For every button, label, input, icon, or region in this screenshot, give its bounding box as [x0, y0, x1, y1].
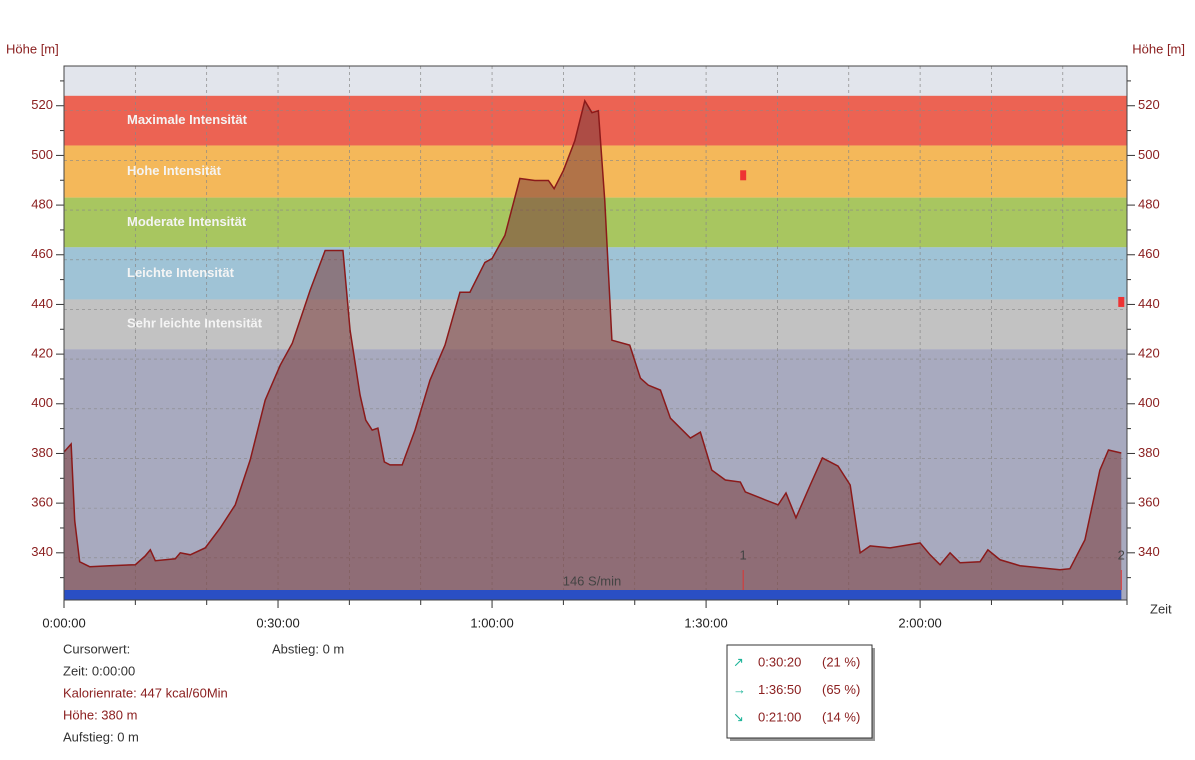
x-tick-label: 1:30:00: [684, 615, 727, 630]
x-tick-label: 0:30:00: [256, 615, 299, 630]
stat-percent: (21 %): [822, 654, 860, 669]
info-ascent: Aufstieg: 0 m: [63, 729, 139, 744]
stat-icon: ↘: [733, 709, 744, 724]
y-tick-label: 340: [31, 544, 53, 559]
y2-tick-label: 520: [1138, 97, 1160, 112]
area-fill: [64, 100, 1122, 600]
stat-time: 1:36:50: [758, 682, 801, 697]
y-tick-label: 440: [31, 296, 53, 311]
y2-tick-label: 460: [1138, 246, 1160, 261]
y-tick-label: 420: [31, 346, 53, 361]
y-tick-label: 360: [31, 495, 53, 510]
stat-percent: (14 %): [822, 709, 860, 724]
y2-tick-label: 340: [1138, 544, 1160, 559]
area-line: [63, 98, 1122, 571]
x-tick-label: 0:00:00: [42, 615, 85, 630]
lap-point: [740, 170, 747, 181]
y2-tick-label: 480: [1138, 197, 1160, 212]
y-tick-label: 480: [31, 197, 53, 212]
y2-axis-label: Höhe [m]: [1132, 41, 1185, 56]
zone-label: Moderate Intensität: [127, 214, 247, 229]
cadence-bar: [64, 590, 1122, 600]
x-tick-label: 2:00:00: [898, 615, 941, 630]
y-tick-label: 520: [31, 97, 53, 112]
lap-label: 1: [740, 547, 747, 562]
info-title: Cursorwert:: [63, 641, 130, 656]
info-calories: Kalorienrate: 447 kcal/60Min: [63, 685, 228, 700]
stat-icon: →: [733, 682, 746, 697]
y2-tick-label: 420: [1138, 346, 1160, 361]
stats-box: [726, 644, 873, 739]
y-tick-label: 500: [31, 147, 53, 162]
cadence-label: 146 S/min: [563, 573, 622, 588]
zone-label: Hohe Intensität: [127, 163, 222, 178]
y-axis-label: Höhe [m]: [6, 41, 59, 56]
zone-label: Maximale Intensität: [127, 112, 248, 127]
y2-tick-label: 500: [1138, 147, 1160, 162]
x-tick-label: 1:00:00: [470, 615, 513, 630]
stat-percent: (65 %): [822, 682, 860, 697]
plot-frame: [63, 65, 1128, 601]
y2-tick-label: 440: [1138, 296, 1160, 311]
y-tick-label: 400: [31, 395, 53, 410]
lap-label: 2: [1118, 547, 1125, 562]
stat-time: 0:21:00: [758, 709, 801, 724]
y2-tick-label: 360: [1138, 495, 1160, 510]
zone-label: Sehr leichte Intensität: [127, 316, 263, 331]
lap-point: [1118, 296, 1125, 307]
y-tick-label: 380: [31, 445, 53, 460]
zone-label: Leichte Intensität: [127, 265, 235, 280]
stat-icon: ↗: [733, 654, 744, 669]
y2-tick-label: 400: [1138, 395, 1160, 410]
info-altitude: Höhe: 380 m: [63, 707, 137, 722]
info-descent: Abstieg: 0 m: [272, 641, 344, 656]
stat-time: 0:30:20: [758, 654, 801, 669]
info-time: Zeit: 0:00:00: [63, 663, 135, 678]
y2-tick-label: 380: [1138, 445, 1160, 460]
y-tick-label: 460: [31, 246, 53, 261]
x-axis-label: Zeit: [1150, 601, 1172, 616]
